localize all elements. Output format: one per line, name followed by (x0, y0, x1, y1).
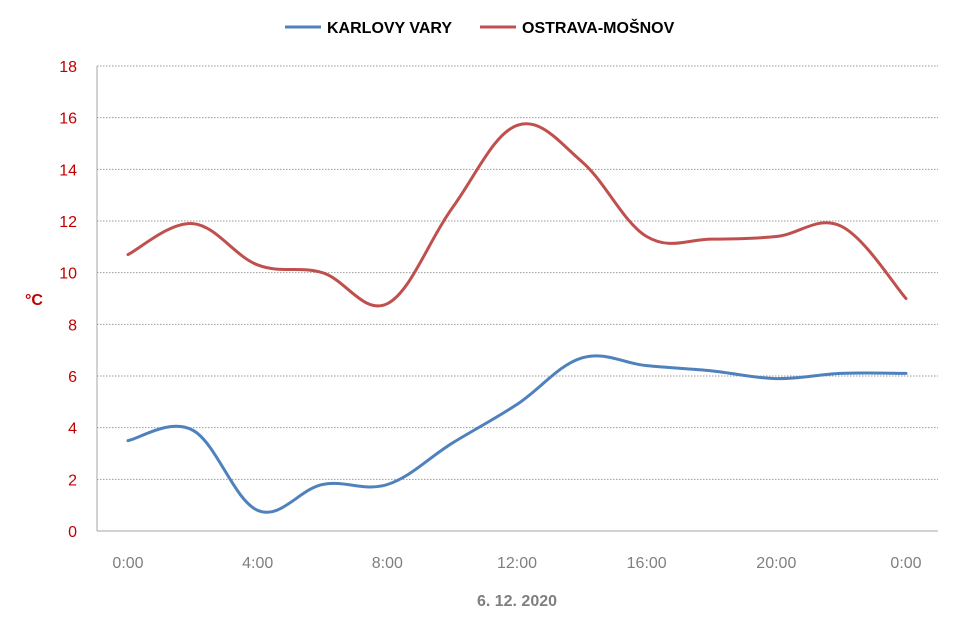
legend-label: OSTRAVA-MOŠNOV (522, 18, 675, 37)
y-tick-label: 2 (68, 472, 77, 489)
y-tick-label: 0 (68, 524, 77, 541)
series-line-1 (126, 122, 908, 308)
x-tick-label: 16:00 (627, 555, 667, 572)
y-tick-label: 4 (68, 421, 77, 438)
x-tick-label: 0:00 (112, 555, 143, 572)
gridlines (97, 65, 938, 480)
x-tick-label: 12:00 (497, 555, 537, 572)
x-axis-label: 6. 12. 2020 (477, 593, 557, 610)
x-tick-label: 8:00 (372, 555, 403, 572)
legend-label: KARLOVY VARY (327, 20, 452, 37)
y-tick-label: 6 (68, 369, 77, 386)
y-tick-label: 12 (59, 214, 77, 231)
y-tick-label: 8 (68, 317, 77, 334)
x-tick-label: 20:00 (756, 555, 796, 572)
series-line-0 (126, 354, 908, 514)
x-tick-label: 4:00 (242, 555, 273, 572)
y-axis-label: °C (25, 292, 43, 309)
y-tick-label: 18 (59, 59, 77, 76)
y-tick-label: 10 (59, 266, 77, 283)
legend: KARLOVY VARY OSTRAVA-MOŠNOV (285, 18, 675, 37)
y-tick-label: 16 (59, 111, 77, 128)
x-tick-label: 0:00 (890, 555, 921, 572)
series-lines (126, 122, 908, 514)
y-tick-label: 14 (59, 162, 77, 179)
axes: 0 2 4 6 8 10 12 14 16 18 0:00 4:00 8:00 12:00 16:00 20:… (59, 59, 938, 572)
